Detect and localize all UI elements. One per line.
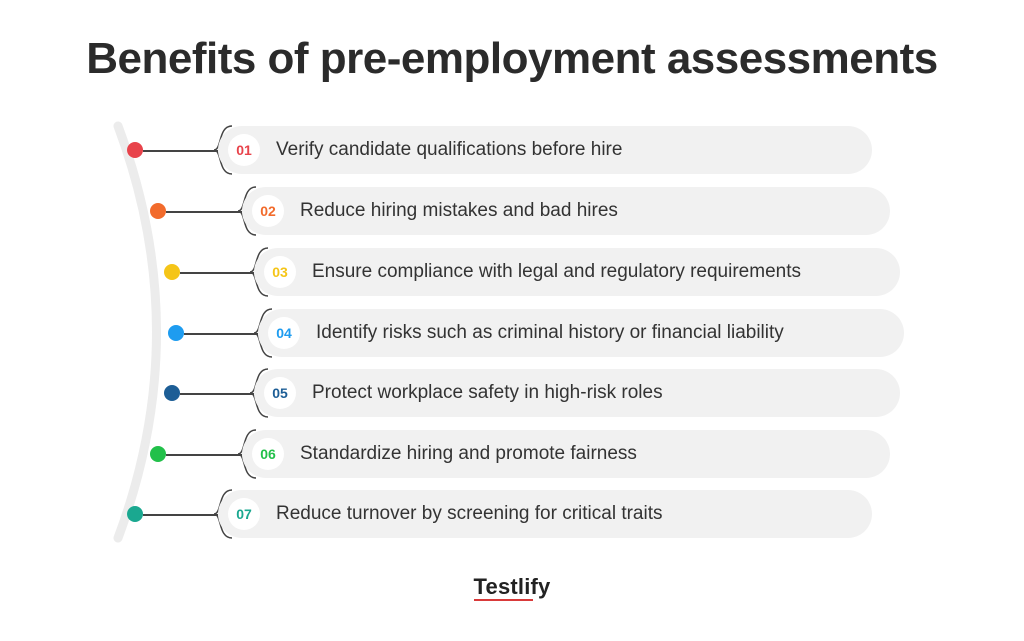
benefit-text: Verify candidate qualifications before h… bbox=[276, 139, 623, 160]
benefit-item: 04 Identify risks such as criminal histor… bbox=[258, 309, 904, 357]
benefit-pill bbox=[254, 248, 900, 296]
timeline-dot-03 bbox=[164, 264, 180, 280]
connector-line bbox=[180, 272, 254, 274]
timeline-dot-01 bbox=[127, 142, 143, 158]
timeline-dot-05 bbox=[164, 385, 180, 401]
benefit-number: 01 bbox=[228, 134, 260, 166]
testlify-logo: Testlify bbox=[0, 574, 1024, 601]
logo-text: Testlify bbox=[473, 574, 551, 599]
bracket-curve bbox=[249, 368, 269, 418]
bracket-curve bbox=[249, 247, 269, 297]
benefit-item: 02 Reduce hiring mistakes and bad hires bbox=[242, 187, 890, 235]
connector-line bbox=[184, 333, 258, 335]
page-title: Benefits of pre-employment assessments bbox=[86, 34, 938, 83]
benefit-pill bbox=[254, 369, 900, 417]
benefit-number: 07 bbox=[228, 498, 260, 530]
benefit-item: 03 Ensure compliance with legal and regul… bbox=[254, 248, 900, 296]
benefit-item: 07 Reduce turnover by screening for criti… bbox=[218, 490, 872, 538]
timeline-dot-06 bbox=[150, 446, 166, 462]
benefit-item: 01 Verify candidate qualifications before… bbox=[218, 126, 872, 174]
benefit-text: Standardize hiring and promote fairness bbox=[300, 443, 637, 464]
benefit-number: 03 bbox=[264, 256, 296, 288]
benefit-text: Protect workplace safety in high-risk ro… bbox=[312, 382, 663, 403]
benefit-number: 06 bbox=[252, 438, 284, 470]
benefit-number: 05 bbox=[264, 377, 296, 409]
benefit-item: 05 Protect workplace safety in high-risk … bbox=[254, 369, 900, 417]
benefit-pill bbox=[242, 187, 890, 235]
connector-line bbox=[180, 393, 254, 395]
bracket-curve bbox=[237, 429, 257, 479]
benefit-number: 02 bbox=[252, 195, 284, 227]
connector-line bbox=[166, 211, 242, 213]
bracket-curve bbox=[237, 186, 257, 236]
benefit-item: 06 Standardize hiring and promote fairnes… bbox=[242, 430, 890, 478]
timeline-dot-07 bbox=[127, 506, 143, 522]
benefit-number: 04 bbox=[268, 317, 300, 349]
benefit-text: Ensure compliance with legal and regulat… bbox=[312, 261, 801, 282]
bracket-curve bbox=[253, 308, 273, 358]
benefit-text: Identify risks such as criminal history … bbox=[316, 322, 784, 343]
benefit-pill bbox=[258, 309, 904, 357]
benefit-text: Reduce hiring mistakes and bad hires bbox=[300, 200, 618, 221]
benefit-pill bbox=[242, 430, 890, 478]
benefit-text: Reduce turnover by screening for critica… bbox=[276, 503, 663, 524]
bracket-curve bbox=[213, 489, 233, 539]
benefit-pill bbox=[218, 490, 872, 538]
benefit-pill bbox=[218, 126, 872, 174]
connector-line bbox=[143, 514, 218, 516]
connector-line bbox=[166, 454, 242, 456]
timeline-dot-02 bbox=[150, 203, 166, 219]
connector-line bbox=[143, 150, 218, 152]
timeline-dot-04 bbox=[168, 325, 184, 341]
bracket-curve bbox=[213, 125, 233, 175]
